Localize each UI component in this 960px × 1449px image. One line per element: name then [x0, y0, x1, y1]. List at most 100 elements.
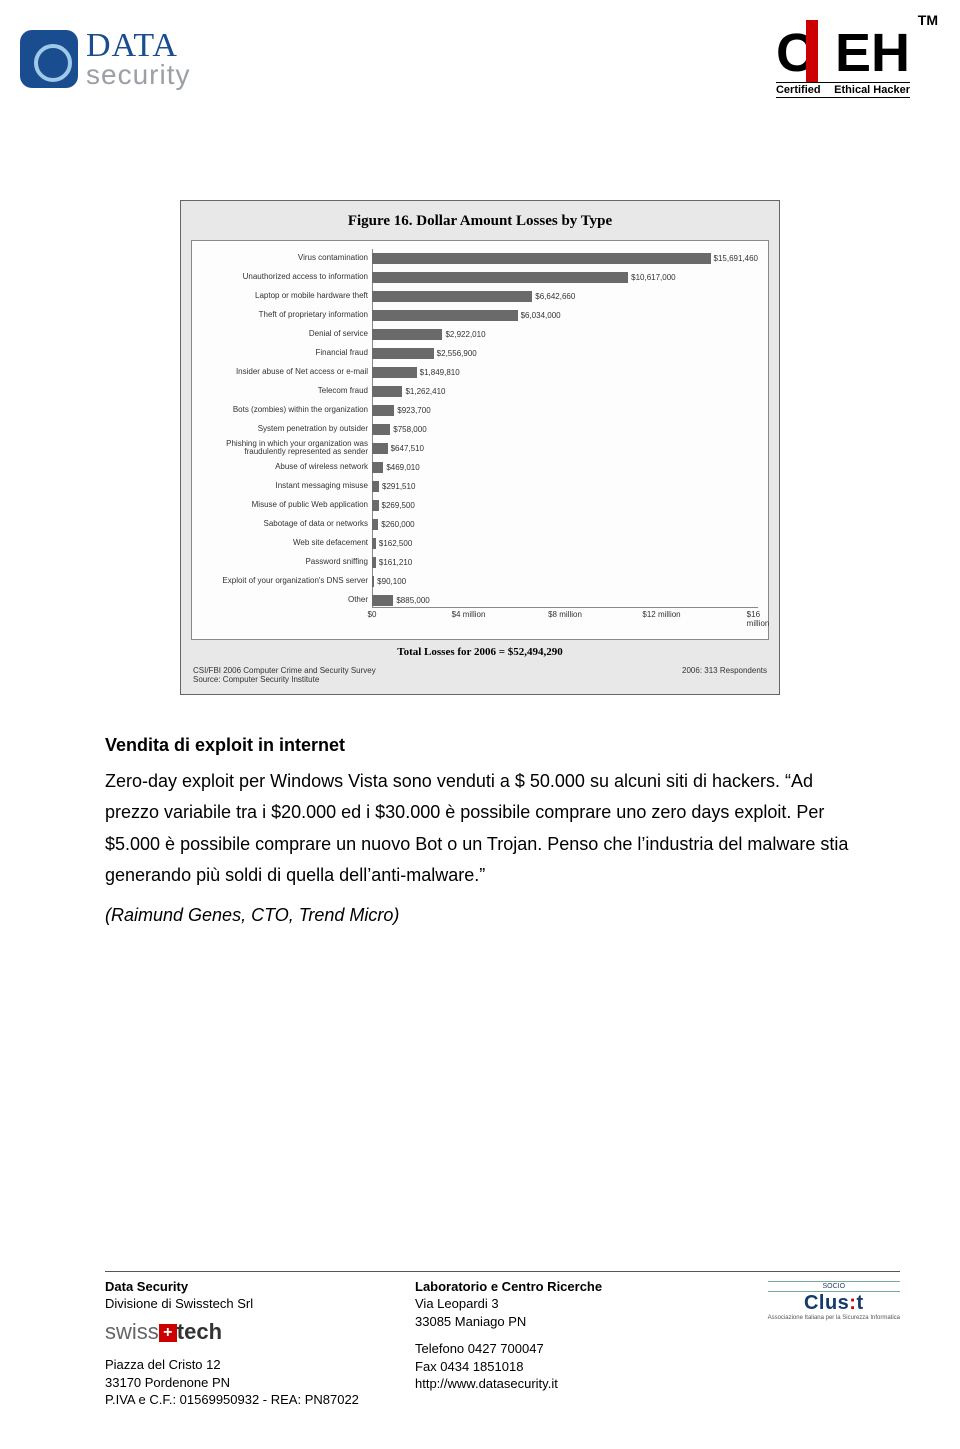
figure-source: CSI/FBI 2006 Computer Crime and Security…	[193, 666, 376, 684]
section-heading: Vendita di exploit in internet	[105, 730, 855, 762]
footer-mid-line4: Telefono 0427 700047	[415, 1340, 675, 1358]
bar-value: $1,262,410	[405, 387, 445, 396]
bar-label: Financial fraud	[197, 349, 372, 357]
bar-label: Web site defacement	[197, 539, 372, 547]
swisstech-logo: swiss+tech	[105, 1317, 375, 1347]
footer-left-line2: Divisione di Swisstech Srl	[105, 1295, 375, 1313]
bar-value: $90,100	[377, 577, 406, 586]
bar-label: Unauthorized access to information	[197, 273, 372, 281]
bar	[372, 424, 390, 435]
body-text: Vendita di exploit in internet Zero-day …	[105, 730, 855, 931]
bar-value: $10,617,000	[631, 273, 676, 282]
bar-label: Other	[197, 596, 372, 604]
bar-row: Bots (zombies) within the organization$9…	[372, 401, 758, 419]
bar	[372, 253, 711, 264]
bar-row: Web site defacement$162,500	[372, 534, 758, 552]
bar-value: $2,922,010	[445, 330, 485, 339]
bar-row: Misuse of public Web application$269,500	[372, 496, 758, 514]
figure-respondents: 2006: 313 Respondents	[682, 666, 767, 684]
footer-addr1: Piazza del Cristo 12	[105, 1356, 375, 1374]
footer-mid-line5: Fax 0434 1851018	[415, 1358, 675, 1376]
footer-addr3: P.IVA e C.F.: 01569950932 - REA: PN87022	[105, 1391, 375, 1409]
bar	[372, 538, 376, 549]
bar-label: Phishing in which your organization was …	[197, 440, 372, 457]
bar	[372, 272, 628, 283]
losses-figure: Figure 16. Dollar Amount Losses by Type …	[180, 200, 780, 695]
bar-row: Password sniffing$161,210	[372, 553, 758, 571]
bar-row: Abuse of wireless network$469,010	[372, 458, 758, 476]
chart-area: Virus contamination$15,691,460Unauthoriz…	[191, 240, 769, 640]
footer-mid-line6: http://www.datasecurity.it	[415, 1375, 675, 1393]
bar-row: Financial fraud$2,556,900	[372, 344, 758, 362]
footer-left-col: Data Security Divisione di Swisstech Srl…	[105, 1278, 375, 1409]
bar	[372, 519, 378, 530]
bar-value: $291,510	[382, 482, 415, 491]
bar	[372, 367, 417, 378]
bar-label: System penetration by outsider	[197, 425, 372, 433]
bar-label: Virus contamination	[197, 254, 372, 262]
ceh-redbar-icon	[806, 20, 818, 82]
clusit-sub: Associazione Italiana per la Sicurezza I…	[768, 1315, 900, 1321]
bar-row: Sabotage of data or networks$260,000	[372, 515, 758, 533]
bar-label: Laptop or mobile hardware theft	[197, 292, 372, 300]
quote-attribution: (Raimund Genes, CTO, Trend Micro)	[105, 900, 855, 932]
bar-value: $161,210	[379, 558, 412, 567]
bar-row: Denial of service$2,922,010	[372, 325, 758, 343]
bar-value: $923,700	[397, 406, 430, 415]
x-axis: $0$4 million$8 million$12 million$16 mil…	[372, 607, 758, 625]
logo-line2: security	[86, 62, 190, 89]
bar-value: $469,010	[386, 463, 419, 472]
plus-icon: +	[159, 1324, 177, 1342]
footer-mid-line3: 33085 Maniago PN	[415, 1313, 675, 1331]
x-tick: $16 million	[747, 610, 770, 628]
clusit-logo: SOCIO Clus:t Associazione Italiana per l…	[768, 1281, 900, 1321]
bar	[372, 329, 442, 340]
bar-label: Sabotage of data or networks	[197, 520, 372, 528]
bar-label: Instant messaging misuse	[197, 482, 372, 490]
bar	[372, 462, 383, 473]
x-tick: $0	[368, 610, 377, 619]
bar-row: Laptop or mobile hardware theft$6,642,66…	[372, 287, 758, 305]
footer-mid-line2: Via Leopardi 3	[415, 1295, 675, 1313]
x-tick: $4 million	[452, 610, 486, 619]
bar-value: $1,849,810	[420, 368, 460, 377]
footer-left-title: Data Security	[105, 1278, 375, 1296]
bar	[372, 595, 393, 606]
ceh-logo: TM C EH Certified Ethical Hacker	[776, 20, 910, 98]
bar	[372, 576, 374, 587]
bar-label: Password sniffing	[197, 558, 372, 566]
bar-label: Theft of proprietary information	[197, 311, 372, 319]
bar-value: $15,691,460	[714, 254, 759, 263]
bar	[372, 386, 402, 397]
bar	[372, 557, 376, 568]
figure-total: Total Losses for 2006 = $52,494,290	[187, 640, 773, 664]
bar	[372, 310, 518, 321]
bar-row: Instant messaging misuse$291,510	[372, 477, 758, 495]
bar-value: $2,556,900	[437, 349, 477, 358]
bar-label: Insider abuse of Net access or e-mail	[197, 368, 372, 376]
bar-value: $758,000	[393, 425, 426, 434]
bar-row: Virus contamination$15,691,460	[372, 249, 758, 267]
bar-row: Theft of proprietary information$6,034,0…	[372, 306, 758, 324]
bar-value: $260,000	[381, 520, 414, 529]
bar-value: $6,034,000	[521, 311, 561, 320]
bar	[372, 405, 394, 416]
logo-line1: DATA	[86, 30, 190, 62]
page-header: DATA security TM C EH Certified Ethical …	[20, 20, 940, 130]
figure-title: Figure 16. Dollar Amount Losses by Type	[187, 207, 773, 240]
bar	[372, 348, 434, 359]
clusit-band: SOCIO	[768, 1281, 900, 1292]
bar-row: Unauthorized access to information$10,61…	[372, 268, 758, 286]
bar	[372, 500, 379, 511]
bar-label: Abuse of wireless network	[197, 463, 372, 471]
bar-label: Exploit of your organization's DNS serve…	[197, 577, 372, 585]
data-security-logo: DATA security	[20, 30, 190, 89]
bar-value: $647,510	[391, 444, 424, 453]
clusit-name: Clus:t	[768, 1292, 900, 1315]
ceh-sub-right: Ethical Hacker	[834, 84, 910, 96]
page-footer: Data Security Divisione di Swisstech Srl…	[105, 1271, 900, 1409]
bar-row: Phishing in which your organization was …	[372, 439, 758, 457]
bar-value: $885,000	[396, 596, 429, 605]
bar-label: Misuse of public Web application	[197, 501, 372, 509]
ceh-sub-left: Certified	[776, 84, 821, 96]
